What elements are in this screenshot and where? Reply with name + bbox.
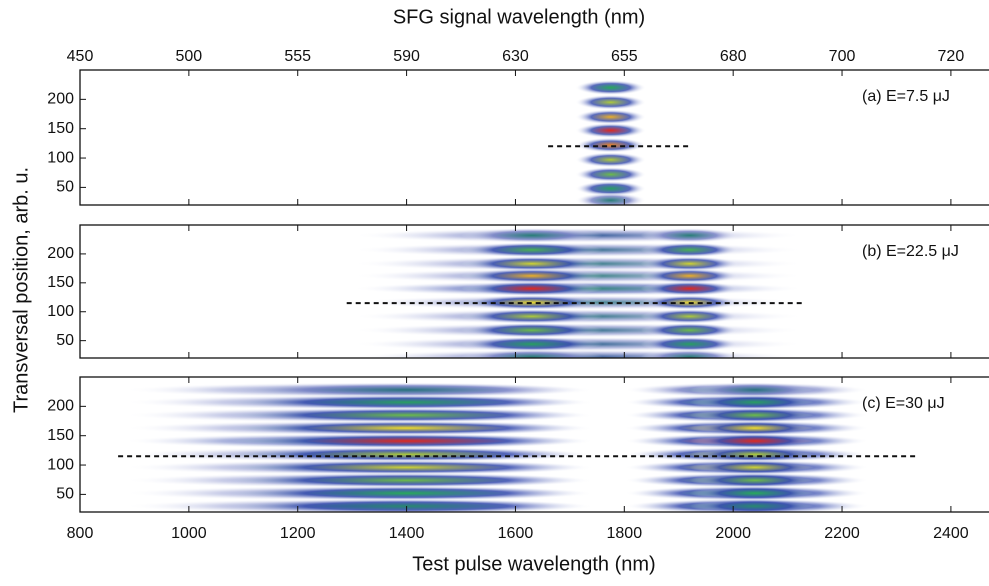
fringe [689,382,821,398]
y-axis-title: Transversal position, arb. u. [10,167,32,413]
panel-frame [79,69,989,206]
x-tick-label: 1800 [607,525,643,542]
fringe [221,472,592,488]
fringe [575,122,647,138]
x2-tick-label: 630 [502,48,529,65]
fringe [640,281,739,297]
x-tick-label: 2400 [933,525,969,542]
x-tick-label: 1400 [389,525,425,542]
fringe [689,394,821,410]
y-tick-label: 200 [47,398,74,415]
x-tick-label: 1200 [280,525,316,542]
fringe [689,407,821,423]
x-tick-label: 1600 [498,525,534,542]
heatmap [123,382,870,512]
fringe [575,181,647,197]
x2-tick-label: 700 [829,48,856,65]
fringe [221,498,592,512]
fringe [461,227,603,243]
x2-tick-label: 500 [176,48,203,65]
fringe [221,433,592,449]
fringe [640,242,739,258]
x2-tick-label: 655 [611,48,638,65]
x-tick-label: 2200 [824,525,860,542]
panel-annotation: (b) E=22.5 μJ [862,243,959,260]
fringe [640,308,739,324]
fringe [221,446,592,462]
fringe [575,80,647,96]
panel-annotation: (c) E=30 μJ [862,395,945,412]
y-tick-label: 150 [47,274,74,291]
fringe [640,256,739,272]
y-tick-label: 200 [47,245,74,262]
fringe [461,294,603,310]
y-tick-label: 100 [47,149,74,166]
x2-tick-label: 680 [720,48,747,65]
fringe [221,420,592,436]
fringe [689,459,821,475]
y-tick-label: 150 [47,120,74,137]
fringe [689,472,821,488]
fringe [461,281,603,297]
x2-tick-label: 555 [284,48,311,65]
x2-tick-label: 720 [938,48,965,65]
fringe [640,349,739,358]
y-tick-label: 150 [47,427,74,444]
fringe [689,485,821,501]
chart-title: SFG signal wavelength (nm) [393,6,645,28]
fringe [461,336,603,352]
fringe [221,382,592,398]
fringe [221,407,592,423]
fringe [575,137,647,153]
fringe [461,268,603,284]
fringe [461,242,603,258]
fringe [575,109,647,125]
fringe [221,459,592,475]
fringe [640,227,739,243]
x-tick-label: 2000 [715,525,751,542]
fringe [689,433,821,449]
fringe [689,446,821,462]
x-axis-title: Test pulse wavelength (nm) [412,553,655,575]
fringe [575,94,647,110]
fringe [221,485,592,501]
fringe [575,192,647,205]
fringe [461,256,603,272]
fringe [689,498,821,512]
y-tick-label: 200 [47,91,74,108]
y-tick-label: 50 [56,179,74,196]
y-tick-label: 100 [47,303,74,320]
heatmap [352,227,804,358]
heatmap [575,80,647,205]
panel-annotation: (a) E=7.5 μJ [862,88,950,105]
fringe [461,322,603,338]
fringe [575,152,647,168]
y-tick-label: 100 [47,456,74,473]
panel-frame [79,376,989,513]
y-tick-label: 50 [56,486,74,503]
x2-tick-label: 590 [393,48,420,65]
panel-frame [79,224,989,359]
fringe [689,420,821,436]
y-tick-label: 50 [56,332,74,349]
x2-tick-label: 450 [67,48,94,65]
fringe [640,268,739,284]
x-tick-label: 1000 [171,525,207,542]
fringe [461,308,603,324]
fringe [640,336,739,352]
fringe [221,394,592,410]
fringe [461,349,603,358]
fringe [640,322,739,338]
x-tick-label: 800 [67,525,94,542]
fringe [575,166,647,182]
